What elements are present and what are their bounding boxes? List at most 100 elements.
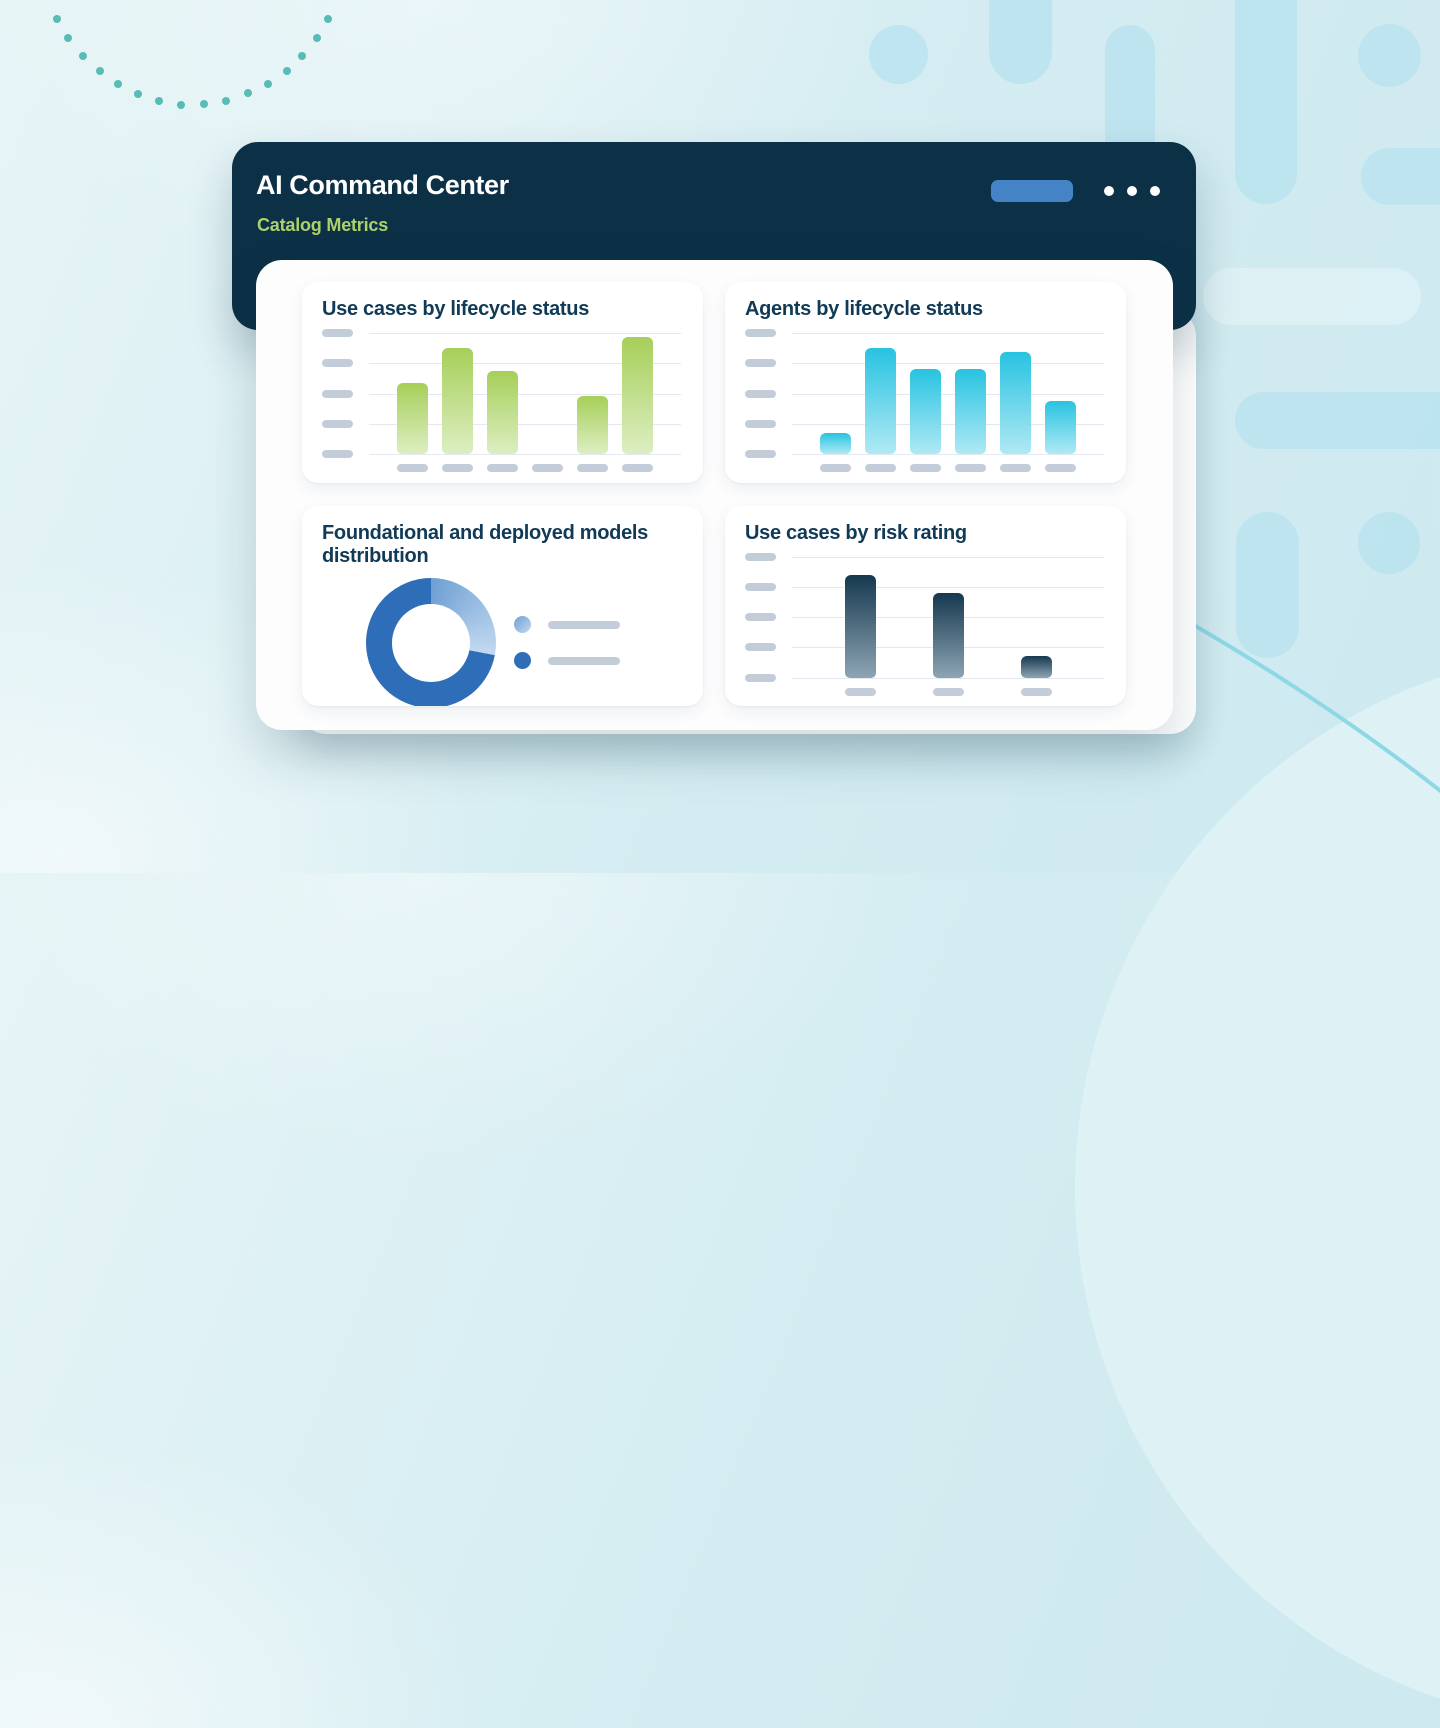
x-axis-tick	[844, 687, 876, 696]
decor-pill-4	[1361, 148, 1440, 205]
x-axis-row	[745, 687, 1104, 696]
y-axis-tick	[745, 582, 776, 591]
x-axis	[792, 687, 1104, 696]
x-axis-row	[322, 464, 681, 472]
donut-row	[366, 577, 681, 706]
gridline	[792, 454, 1104, 455]
card-agents-lifecycle: Agents by lifecycle status	[725, 282, 1126, 483]
card-models-distribution: Foundational and deployed models distrib…	[302, 505, 703, 706]
legend-dot-solid	[514, 652, 531, 669]
card-title: Foundational and deployed models distrib…	[322, 521, 648, 567]
gridline	[792, 363, 1104, 365]
bar-chart-use-cases-lifecycle	[322, 329, 681, 472]
gridline	[792, 333, 1104, 334]
app-title: AI Command Center	[256, 170, 509, 200]
bar-group	[792, 348, 1104, 454]
x-axis-tick	[865, 464, 896, 472]
bar-chart	[745, 552, 1104, 682]
x-axis-row	[745, 464, 1104, 472]
header-action-button[interactable]	[991, 180, 1073, 202]
y-axis-tick	[322, 419, 353, 428]
y-axis-tick	[745, 419, 776, 428]
decor-pill-3	[1235, 0, 1297, 204]
bar	[932, 592, 964, 678]
legend-label-placeholder	[548, 620, 620, 629]
bar-group	[792, 574, 1104, 678]
x-axis-tick	[532, 464, 563, 472]
x-axis	[369, 464, 681, 472]
x-axis-tick	[955, 464, 986, 472]
gridline	[369, 363, 681, 365]
header-controls	[991, 180, 1160, 202]
card-title: Use cases by risk rating	[745, 521, 967, 544]
bar	[1000, 352, 1031, 454]
card-use-cases-lifecycle: Use cases by lifecycle status	[302, 282, 703, 483]
x-axis-tick	[1000, 464, 1031, 472]
x-axis-tick	[1020, 687, 1052, 696]
bar-chart-agents-lifecycle	[745, 329, 1104, 472]
y-axis	[322, 329, 353, 458]
plot-area	[792, 333, 1104, 455]
bar	[1045, 401, 1076, 454]
bar-group	[369, 337, 681, 454]
legend-dot-gradient	[514, 616, 531, 633]
y-axis-tick	[322, 329, 353, 337]
card-title: Use cases by lifecycle status	[322, 298, 590, 320]
decor-pill-7	[1236, 512, 1299, 658]
bar	[577, 396, 608, 454]
y-axis	[745, 552, 776, 682]
gridline	[792, 556, 1104, 558]
bar	[910, 369, 941, 454]
menu-dot-icon	[1150, 186, 1160, 196]
bar-chart	[745, 329, 1104, 458]
page-subtitle: Catalog Metrics	[257, 215, 389, 235]
legend-item	[514, 652, 620, 669]
x-axis-tick	[622, 464, 653, 472]
decor-circle-1	[869, 25, 928, 84]
header-text-block: AI Command Center Catalog Metrics	[256, 170, 509, 236]
bar-chart-use-cases-risk	[745, 552, 1104, 696]
y-axis-tick	[322, 359, 353, 368]
decor-dotted-arc	[53, 15, 61, 23]
plot-area	[369, 333, 681, 455]
y-axis-tick	[745, 552, 776, 561]
bar	[622, 337, 653, 454]
decor-pill-5	[1203, 268, 1421, 325]
y-axis-tick	[745, 673, 776, 682]
bar	[865, 348, 896, 454]
gridline	[369, 333, 681, 334]
x-axis-tick	[577, 464, 608, 472]
gridline	[369, 393, 681, 395]
bar	[1020, 655, 1052, 678]
bar-chart	[322, 329, 681, 458]
card-title: Agents by lifecycle status	[745, 298, 983, 320]
gridline	[369, 423, 681, 425]
bar	[487, 371, 518, 454]
gridline	[792, 423, 1104, 425]
gridline	[369, 454, 681, 455]
legend-label-placeholder	[548, 656, 620, 665]
dashboard-panel: Use cases by lifecycle status Agents by …	[256, 260, 1173, 730]
bar	[442, 348, 473, 454]
donut-chart-models-distribution	[322, 577, 681, 706]
donut	[366, 577, 496, 706]
x-axis-tick	[910, 464, 941, 472]
y-axis-tick	[745, 359, 776, 368]
decor-circle-2	[1358, 24, 1421, 87]
y-axis-tick	[745, 450, 776, 458]
y-axis-tick	[322, 450, 353, 458]
legend	[514, 616, 620, 669]
bar	[955, 369, 986, 454]
y-axis-tick	[745, 389, 776, 398]
gridline	[792, 677, 1104, 679]
decor-circle-3	[1358, 512, 1420, 574]
x-axis-tick	[932, 687, 964, 696]
bar	[397, 383, 428, 454]
y-axis-tick	[322, 389, 353, 398]
menu-dot-icon	[1127, 186, 1137, 196]
ellipsis-menu-icon[interactable]	[1104, 186, 1160, 196]
x-axis-tick	[487, 464, 518, 472]
x-axis-tick	[820, 464, 851, 472]
plot-area	[792, 556, 1104, 679]
bar	[844, 574, 876, 678]
